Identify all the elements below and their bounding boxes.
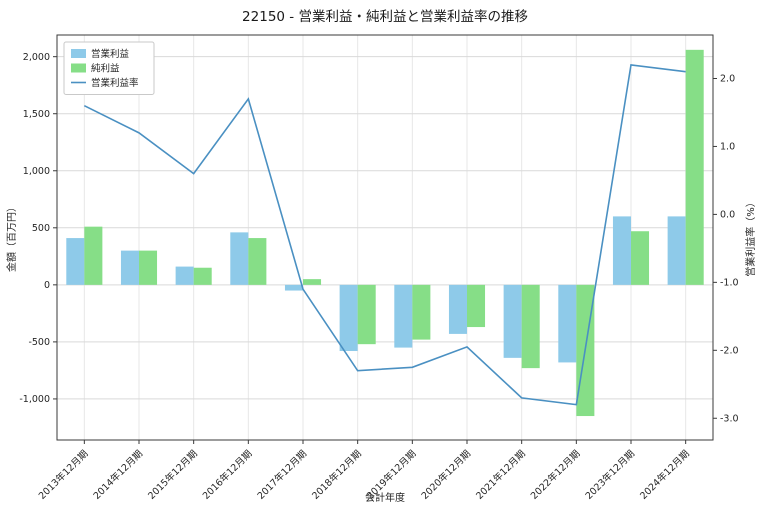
- bar: [120, 250, 139, 285]
- x-tick-label: 2020年12月期: [419, 448, 473, 502]
- bar: [284, 284, 303, 291]
- left-tick-label: 500: [32, 223, 50, 234]
- bar: [394, 284, 413, 348]
- x-tick-label: 2023年12月期: [583, 448, 637, 502]
- x-tick-label: 2015年12月期: [146, 448, 200, 502]
- trend-line: [83, 64, 686, 406]
- right-tick-label: 1.0: [720, 142, 735, 153]
- x-tick-label: 2016年12月期: [200, 448, 254, 502]
- right-axis-label: 営業利益率（%）: [744, 197, 757, 277]
- bar: [84, 226, 103, 285]
- bar: [357, 284, 376, 345]
- bar: [448, 284, 467, 334]
- bar: [230, 232, 249, 285]
- x-tick-label: 2017年12月期: [255, 448, 309, 502]
- chart-title: 22150 - 営業利益・純利益と営業利益率の推移: [242, 8, 528, 25]
- bar: [175, 266, 194, 285]
- bar: [521, 284, 540, 369]
- x-tick-label: 2021年12月期: [474, 448, 528, 502]
- bar: [667, 216, 686, 285]
- bar: [66, 238, 85, 285]
- left-tick-label: 0: [44, 280, 50, 291]
- left-tick-label: 1,500: [23, 109, 50, 120]
- right-tick-label: -1.0: [720, 278, 739, 289]
- bar: [412, 284, 431, 340]
- legend-label: 営業利益率: [91, 77, 139, 89]
- left-axis-label: 金額（百万円）: [5, 202, 18, 272]
- x-tick-label: 2024年12月期: [638, 448, 692, 502]
- left-tick-label: -500: [28, 337, 50, 348]
- right-tick-label: -2.0: [720, 346, 739, 357]
- bar: [631, 231, 650, 285]
- bar: [193, 267, 212, 285]
- plot-area: -1,000 -500 0 500 1,000 1,500 2,000 -3.0 -2.0 -1.…: [19, 34, 739, 502]
- bar: [139, 250, 158, 285]
- bar: [612, 216, 631, 285]
- bar: [503, 284, 522, 358]
- x-axis-label: 会計年度: [365, 491, 405, 504]
- plot-border: [56, 34, 714, 441]
- right-tick-label: -3.0: [720, 413, 739, 424]
- bar: [303, 279, 322, 285]
- left-tick-label: 1,000: [23, 166, 50, 177]
- x-tick-label: 2014年12月期: [91, 448, 145, 502]
- legend-label: 営業利益: [91, 48, 130, 60]
- x-tick-label: 2018年12月期: [310, 448, 364, 502]
- right-tick-label: 0.0: [720, 210, 735, 221]
- left-tick-label: -1,000: [19, 394, 50, 405]
- right-tick-label: 2.0: [720, 74, 735, 85]
- legend-swatch: [71, 63, 86, 73]
- legend-box: [63, 41, 155, 95]
- left-tick-label: 2,000: [23, 52, 50, 63]
- x-tick-label: 2013年12月期: [36, 448, 90, 502]
- legend-swatch: [71, 49, 86, 58]
- bar: [248, 238, 267, 285]
- bar: [685, 49, 704, 285]
- legend-label: 純利益: [91, 63, 120, 75]
- x-tick-label: 2022年12月期: [528, 448, 582, 502]
- bar: [558, 284, 577, 363]
- bar: [467, 284, 486, 328]
- bar: [339, 284, 358, 352]
